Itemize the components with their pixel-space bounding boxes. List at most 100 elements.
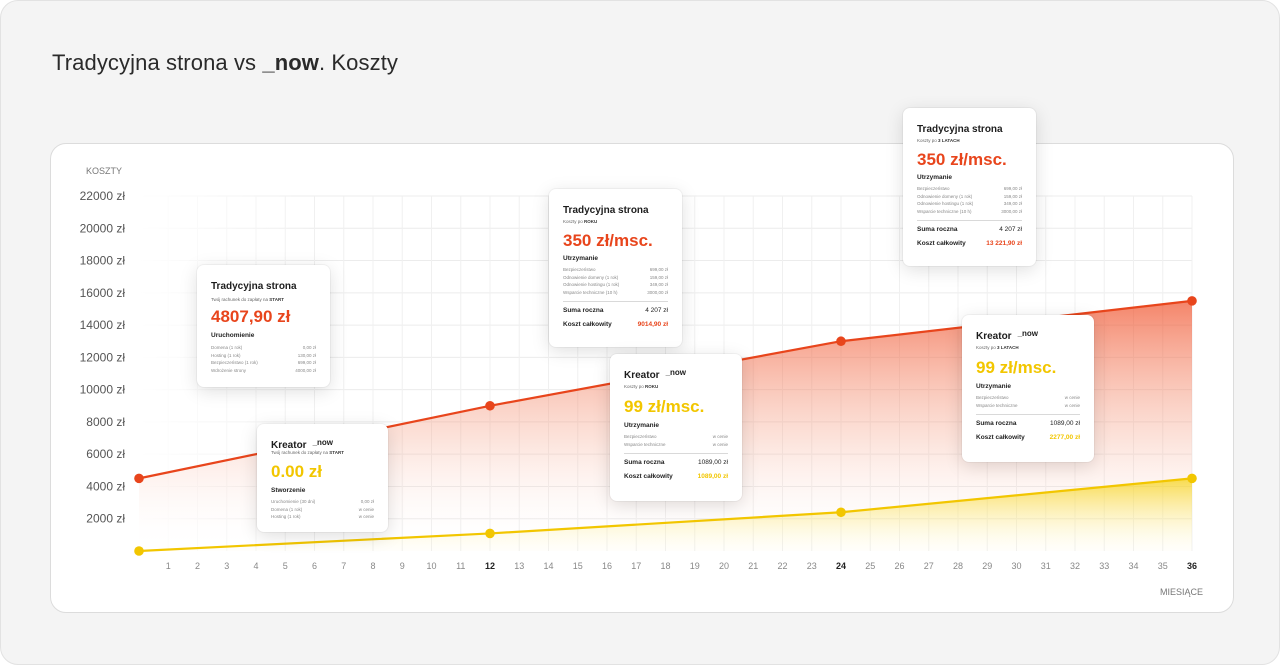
total-cost: Koszt całkowity 1089,00 zł (624, 473, 728, 480)
card-title: Tradycyjna strona (917, 124, 1003, 135)
card-row: Wsparcie techniczne w cenie (976, 402, 1080, 408)
card-price: 99 zł/msc. (976, 358, 1057, 377)
card-section: Uruchomienie (211, 332, 255, 339)
x-tick-label: 18 (660, 561, 670, 571)
point-now (836, 507, 846, 518)
card-row: Bezpieczeństwo 699,00 zł (917, 186, 1022, 191)
x-tick-label: 19 (690, 561, 700, 571)
annual-sum: Suma roczna 4 207 zł (917, 226, 1022, 233)
x-tick-label: 5 (283, 561, 288, 571)
x-tick-label: 16 (602, 561, 612, 571)
x-tick-label: 9 (400, 561, 405, 571)
y-tick-label: 6000 zł (86, 447, 125, 461)
card-row: Wsparcie techniczne w cenie (624, 441, 728, 447)
card-traditional-year: Tradycyjna strona Koszty po ROKU 350 zł/… (549, 189, 682, 347)
x-tick-label: 35 (1158, 561, 1168, 571)
total-cost: Koszt całkowity 2277,00 zł (976, 434, 1080, 441)
x-tick-label: 23 (807, 561, 817, 571)
card-subtitle: Twój rachunek do zapłaty na START (271, 450, 344, 455)
card-row: Odnowienie domeny (1 rok) 159,00 zł (917, 193, 1022, 199)
y-axis-label: KOSZTY (86, 166, 122, 176)
card-traditional-3-years: Tradycyjna strona Koszty po 3 LATACH 350… (903, 108, 1036, 266)
line-now (138, 477, 1193, 553)
card-title: Tradycyjna strona (563, 205, 649, 216)
card-row: Hosting (1 rok) w cenie (271, 514, 374, 520)
x-tick-label: 14 (543, 561, 553, 571)
x-tick-label: 8 (370, 561, 375, 571)
point-now (485, 528, 495, 539)
y-tick-label: 8000 zł (86, 415, 125, 429)
card-title: Kreator _now (976, 329, 1039, 342)
annual-sum: Suma roczna 1089,00 zł (976, 420, 1080, 427)
divider (976, 414, 1080, 415)
card-row: Wdrożenie strony 4000,00 zł (211, 367, 316, 373)
y-tick-label: 16000 zł (80, 286, 126, 300)
card-row: Domena (1 rok) w cenie (271, 506, 374, 512)
card-row: Bezpieczeństwo w cenie (624, 434, 728, 439)
x-tick-label: 31 (1041, 561, 1051, 571)
x-axis-ticks: 1 2 3 4 5 6 7 8 9 10 11 12 13 14 15 16 17 18 19 20 21 22 23 24 2… (166, 561, 1197, 571)
x-tick-label: 27 (924, 561, 934, 571)
x-tick-label: 4 (253, 561, 258, 571)
card-traditional-start: Tradycyjna strona Twój rachunek do zapła… (197, 265, 330, 387)
x-tick-label: 28 (953, 561, 963, 571)
y-tick-label: 14000 zł (80, 318, 126, 332)
card-section: Utrzymanie (976, 383, 1012, 390)
series-points (134, 296, 1197, 556)
card-rows: Domena (1 rok) 0,00 zł Hosting (1 rok) 130… (211, 344, 316, 374)
area-now (139, 478, 1192, 551)
x-tick-label: 10 (426, 561, 436, 571)
y-tick-label: 10000 zł (80, 383, 126, 397)
page-title: Tradycyjna strona vs _now. Koszty (52, 50, 399, 75)
card-title: Tradycyjna strona (211, 281, 297, 292)
card-row: Wsparcie techniczne (10 h) 3000,00 zł (917, 208, 1022, 214)
point-now (134, 546, 144, 556)
card-rows: Bezpieczeństwo 699,00 zł Odnowienie domen… (917, 185, 1022, 215)
point-now (1187, 473, 1197, 484)
card-row: Odnowienie domeny (1 rok) 159,00 zł (563, 274, 668, 280)
card-rows: Uruchomienie (30 dni) 0,00 zł Domena (1 r… (271, 498, 374, 521)
card-subtitle: Koszty po ROKU (563, 219, 598, 224)
divider (624, 453, 728, 454)
x-tick-label: 1 (166, 561, 171, 571)
x-tick-label: 26 (894, 561, 904, 571)
card-row: Bezpieczeństwo 699,00 zł (563, 267, 668, 272)
total-cost: Koszt całkowity 9014,90 zł (563, 321, 668, 328)
card-section: Utrzymanie (917, 174, 953, 181)
x-tick-label: 25 (865, 561, 875, 571)
x-tick-label: 20 (719, 561, 729, 571)
annual-sum: Suma roczna 4 207 zł (563, 307, 668, 314)
card-now-start: Kreator _now Twój rachunek do zapłaty na … (257, 424, 388, 532)
y-tick-label: 4000 zł (86, 479, 125, 493)
y-tick-label: 18000 zł (80, 254, 126, 268)
card-row: Uruchomienie (30 dni) 0,00 zł (271, 499, 374, 504)
card-section: Utrzymanie (624, 422, 660, 429)
x-tick-label: 32 (1070, 561, 1080, 571)
card-now-year: Kreator _now Koszty po ROKU 99 zł/msc. Ut… (610, 354, 742, 501)
card-rows: Bezpieczeństwo w cenie Wsparcie techniczn… (624, 433, 728, 448)
card-price: 350 zł/msc. (917, 150, 1007, 169)
x-tick-label: 11 (456, 561, 465, 571)
y-tick-label: 22000 zł (80, 189, 126, 203)
x-tick-label: 2 (195, 561, 200, 571)
card-subtitle: Koszty po ROKU (624, 384, 659, 389)
x-tick-label: 7 (341, 561, 346, 571)
card-section: Utrzymanie (563, 255, 599, 262)
x-tick-label: 13 (514, 561, 524, 571)
card-row: Wsparcie techniczne (10 h) 3000,00 zł (563, 289, 668, 295)
card-subtitle: Koszty po 3 LATACH (917, 138, 960, 143)
point-traditional (836, 336, 846, 347)
y-axis-ticks: 2000 zł 4000 zł 6000 zł 8000 zł 10000 zł 1200… (80, 189, 126, 526)
card-row: Odnowienie hostingu (1 rok) 349,00 zł (917, 201, 1022, 207)
x-tick-label: 12 (485, 561, 495, 571)
card-row: Domena (1 rok) 0,00 zł (211, 345, 316, 350)
x-tick-label: 29 (982, 561, 992, 571)
card-price: 0.00 zł (271, 462, 323, 481)
total-cost: Koszt całkowity 13 221,90 zł (917, 240, 1022, 247)
card-section: Stworzenie (271, 487, 306, 494)
y-tick-label: 12000 zł (80, 350, 126, 364)
y-tick-label: 2000 zł (86, 512, 125, 526)
x-tick-label: 15 (573, 561, 583, 571)
x-tick-label: 34 (1128, 561, 1138, 571)
